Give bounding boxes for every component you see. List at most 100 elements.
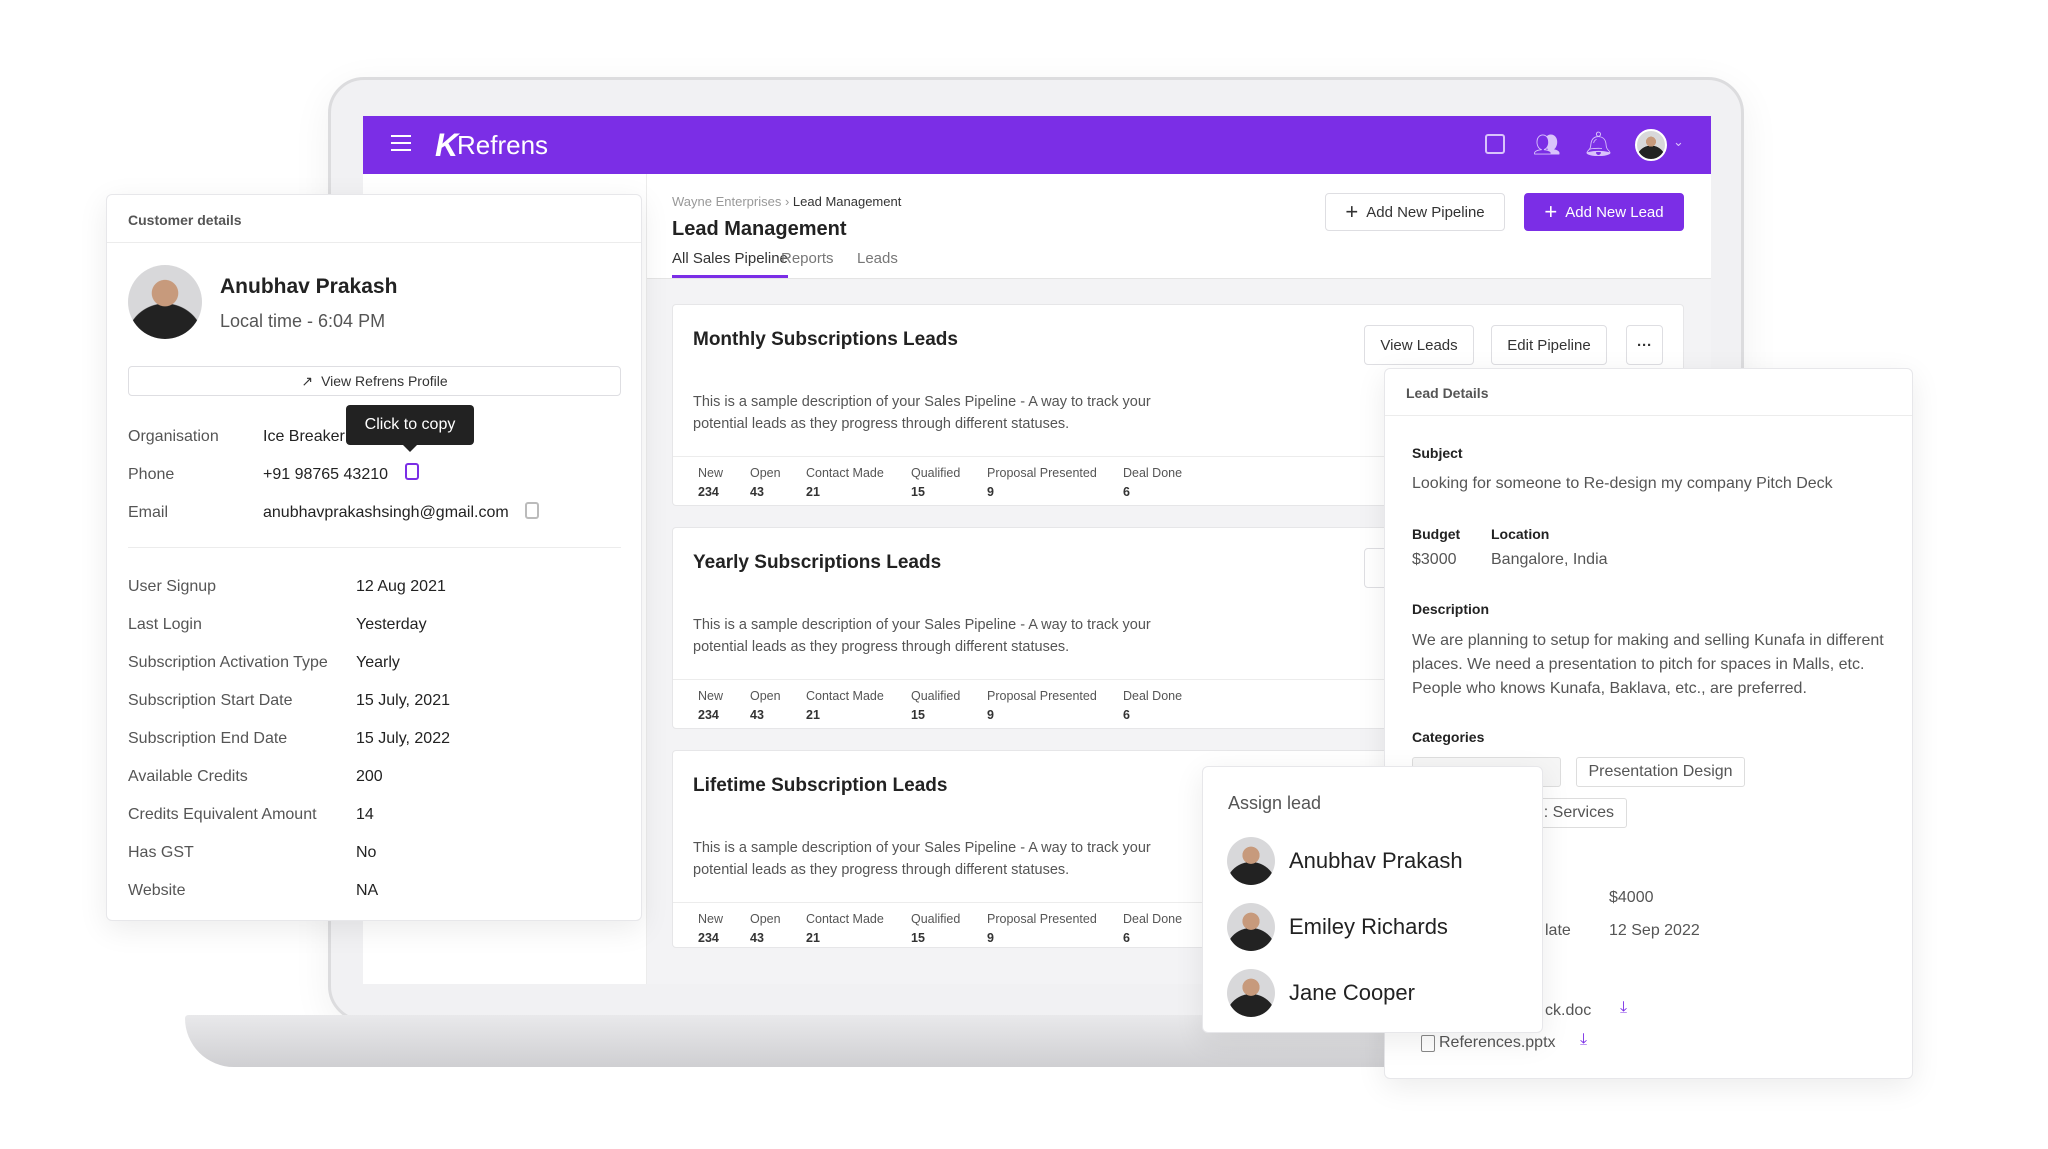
contact-label: Email xyxy=(128,504,169,521)
amount-value: $4000 xyxy=(1609,889,1654,906)
page-header: Wayne Enterprises › Lead Management Lead… xyxy=(647,174,1711,279)
contact-label: Organisation xyxy=(128,428,219,445)
contact-value[interactable]: anubhavprakashsingh@gmail.com xyxy=(263,504,509,521)
tab-leads[interactable]: Leads xyxy=(857,250,898,267)
stat-label: New xyxy=(698,912,724,926)
add-new-pipeline-button[interactable]: + Add New Pipeline xyxy=(1325,193,1505,231)
team-icon[interactable]: 👥︎ xyxy=(1533,132,1561,157)
stat-value: 9 xyxy=(987,708,994,722)
attachment-name[interactable]: ck.doc xyxy=(1545,1002,1592,1019)
location-value: Bangalore, India xyxy=(1491,551,1608,568)
stat-value: 21 xyxy=(806,931,820,945)
gift-icon[interactable] xyxy=(1485,134,1505,154)
stat-label: Qualified xyxy=(911,466,961,480)
panel-header: Lead Details xyxy=(1406,385,1489,401)
edit-pipeline-button[interactable]: Edit Pipeline xyxy=(1491,325,1607,365)
stat-label: Contact Made xyxy=(806,466,884,480)
detail-label: Subscription Start Date xyxy=(128,692,293,709)
stat-label: New xyxy=(698,689,724,703)
detail-label: Credits Equivalent Amount xyxy=(128,806,317,823)
customer-details-card: Customer details Anubhav Prakash Local t… xyxy=(106,194,642,921)
date-value: 12 Sep 2022 xyxy=(1609,922,1700,939)
stat-value: 15 xyxy=(911,708,925,722)
subject-label: Subject xyxy=(1412,445,1463,461)
detail-label: Website xyxy=(128,882,186,899)
divider xyxy=(107,242,641,243)
category-chip: : Services xyxy=(1535,798,1627,828)
view-refrens-profile-button[interactable]: ↗ View Refrens Profile xyxy=(128,366,621,396)
breadcrumb-parent[interactable]: Wayne Enterprises xyxy=(672,194,782,209)
stat-label: Proposal Presented xyxy=(987,912,1097,926)
detail-label: Last Login xyxy=(128,616,202,633)
stat-value: 21 xyxy=(806,485,820,499)
download-icon[interactable]: ⤓ xyxy=(1580,1031,1588,1048)
pipeline-description: This is a sample description of your Sal… xyxy=(693,394,1151,432)
categories-label: Categories xyxy=(1412,729,1485,745)
menu-icon[interactable] xyxy=(391,135,411,151)
card-header: Customer details xyxy=(128,212,242,228)
category-chip: Presentation Design xyxy=(1576,757,1745,787)
copy-icon[interactable] xyxy=(405,463,419,480)
location-label: Location xyxy=(1491,526,1550,542)
stat-value: 9 xyxy=(987,485,994,499)
stat-value: 43 xyxy=(750,708,764,722)
stat-label: Deal Done xyxy=(1123,912,1183,926)
customer-name: Anubhav Prakash xyxy=(220,275,398,298)
stat-value: 6 xyxy=(1123,485,1130,499)
assignee-name: Anubhav Prakash xyxy=(1289,848,1463,873)
stat-label: Open xyxy=(750,912,781,926)
customer-avatar xyxy=(128,265,202,339)
stat-value: 234 xyxy=(698,485,719,499)
assignee-name: Emiley Richards xyxy=(1289,914,1448,939)
assignee-option[interactable]: Anubhav Prakash xyxy=(1223,836,1523,886)
divider xyxy=(673,902,1683,903)
pipeline-description: This is a sample description of your Sal… xyxy=(693,617,1151,655)
chevron-down-icon[interactable]: ⌄ xyxy=(1673,134,1684,149)
contact-label: Phone xyxy=(128,466,175,483)
bell-icon[interactable]: 🔔︎ xyxy=(1583,131,1614,158)
detail-label: Subscription Activation Type xyxy=(128,654,328,671)
assignee-name: Jane Cooper xyxy=(1289,980,1415,1005)
contact-value[interactable]: +91 98765 43210 xyxy=(263,466,389,483)
button-label: View Refrens Profile xyxy=(321,373,448,389)
download-icon[interactable]: ⤓ xyxy=(1620,999,1628,1016)
stat-label: Open xyxy=(750,689,781,703)
detail-label: Subscription End Date xyxy=(128,730,288,747)
description-text: We are planning to setup for making and … xyxy=(1412,632,1884,697)
stat-label: Qualified xyxy=(911,689,961,703)
assignee-option[interactable]: Jane Cooper xyxy=(1223,968,1523,1018)
pipeline-title: Lifetime Subscription Leads xyxy=(693,775,948,796)
attachment-name[interactable]: References.pptx xyxy=(1439,1034,1556,1051)
button-label: Add New Pipeline xyxy=(1366,203,1485,221)
stat-value: 234 xyxy=(698,708,719,722)
stat-label: Contact Made xyxy=(806,689,884,703)
file-icon xyxy=(1421,1035,1435,1052)
avatar[interactable] xyxy=(1635,129,1667,161)
copy-icon[interactable] xyxy=(525,502,539,519)
add-new-lead-button[interactable]: + Add New Lead xyxy=(1524,193,1684,231)
stat-label: Deal Done xyxy=(1123,466,1183,480)
detail-value: Yearly xyxy=(356,654,400,671)
more-options-icon[interactable]: ··· xyxy=(1626,325,1663,365)
contact-value[interactable]: Ice Breaker xyxy=(263,428,345,445)
view-leads-button[interactable]: View Leads xyxy=(1364,325,1474,365)
stat-value: 9 xyxy=(987,931,994,945)
stat-value: 15 xyxy=(911,931,925,945)
chevron-right-icon: › xyxy=(784,194,793,209)
pipeline-description: This is a sample description of your Sal… xyxy=(693,840,1151,878)
stat-label: Contact Made xyxy=(806,912,884,926)
detail-value: NA xyxy=(356,882,379,899)
breadcrumb: Wayne Enterprises › Lead Management xyxy=(672,194,901,209)
tab-reports[interactable]: Reports xyxy=(781,250,834,267)
assignee-avatar xyxy=(1227,837,1275,885)
stat-value: 6 xyxy=(1123,708,1130,722)
tab-all-sales-pipeline[interactable]: All Sales Pipeline xyxy=(672,250,788,278)
budget-label: Budget xyxy=(1412,526,1461,542)
detail-value: 14 xyxy=(356,806,374,823)
detail-label: User Signup xyxy=(128,578,217,595)
assignee-option[interactable]: Emiley Richards xyxy=(1223,902,1523,952)
assignee-avatar xyxy=(1227,969,1275,1017)
top-bar: K Refrens 👥︎ 🔔︎ ⌄ xyxy=(363,116,1711,174)
pipeline-title: Monthly Subscriptions Leads xyxy=(693,329,958,350)
stat-label: Qualified xyxy=(911,912,961,926)
